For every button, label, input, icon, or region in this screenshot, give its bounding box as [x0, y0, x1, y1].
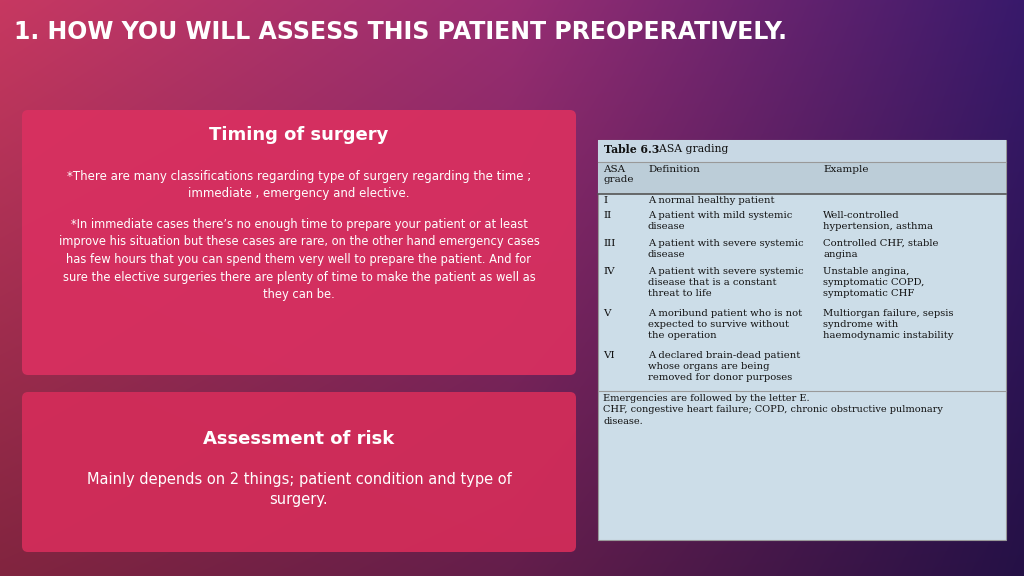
FancyBboxPatch shape	[22, 110, 575, 375]
Text: I: I	[603, 196, 607, 205]
Text: A patient with mild systemic
disease: A patient with mild systemic disease	[648, 211, 793, 231]
Text: VI: VI	[603, 351, 614, 360]
Text: A moribund patient who is not
expected to survive without
the operation: A moribund patient who is not expected t…	[648, 309, 802, 340]
FancyBboxPatch shape	[22, 392, 575, 552]
Text: IV: IV	[603, 267, 614, 276]
Bar	[598, 140, 1006, 540]
Text: V: V	[603, 309, 610, 318]
Text: Multiorgan failure, sepsis
syndrome with
haemodynamic instability: Multiorgan failure, sepsis syndrome with…	[823, 309, 953, 340]
Text: Definition: Definition	[648, 165, 699, 174]
Text: A patient with severe systemic
disease: A patient with severe systemic disease	[648, 239, 804, 259]
Text: *In immediate cases there’s no enough time to prepare your patient or at least
i: *In immediate cases there’s no enough ti…	[58, 218, 540, 301]
Text: II: II	[603, 211, 611, 220]
Text: *There are many classifications regarding type of surgery regarding the time ;
i: *There are many classifications regardin…	[67, 170, 531, 200]
Text: Mainly depends on 2 things; patient condition and type of
surgery.: Mainly depends on 2 things; patient cond…	[87, 472, 511, 507]
Text: III: III	[603, 239, 615, 248]
Bar	[598, 162, 1006, 194]
Text: 1. HOW YOU WILL ASSESS THIS PATIENT PREOPERATIVELY.: 1. HOW YOU WILL ASSESS THIS PATIENT PREO…	[14, 20, 787, 44]
Text: Controlled CHF, stable
angina: Controlled CHF, stable angina	[823, 239, 939, 259]
Text: ASA grading: ASA grading	[652, 144, 728, 154]
Text: Timing of surgery: Timing of surgery	[209, 126, 389, 144]
Text: A declared brain-dead patient
whose organs are being
removed for donor purposes: A declared brain-dead patient whose orga…	[648, 351, 800, 382]
Text: A normal healthy patient: A normal healthy patient	[648, 196, 774, 205]
Bar	[598, 140, 1006, 162]
Text: Unstable angina,
symptomatic COPD,
symptomatic CHF: Unstable angina, symptomatic COPD, sympt…	[823, 267, 925, 298]
Text: Emergencies are followed by the letter E.
CHF, congestive heart failure; COPD, c: Emergencies are followed by the letter E…	[603, 394, 943, 426]
Text: ASA
grade: ASA grade	[603, 165, 634, 184]
Text: A patient with severe systemic
disease that is a constant
threat to life: A patient with severe systemic disease t…	[648, 267, 804, 298]
Text: Assessment of risk: Assessment of risk	[204, 430, 394, 448]
Text: Table 6.3: Table 6.3	[604, 144, 659, 155]
Text: Well-controlled
hypertension, asthma: Well-controlled hypertension, asthma	[823, 211, 933, 231]
Text: Example: Example	[823, 165, 868, 174]
